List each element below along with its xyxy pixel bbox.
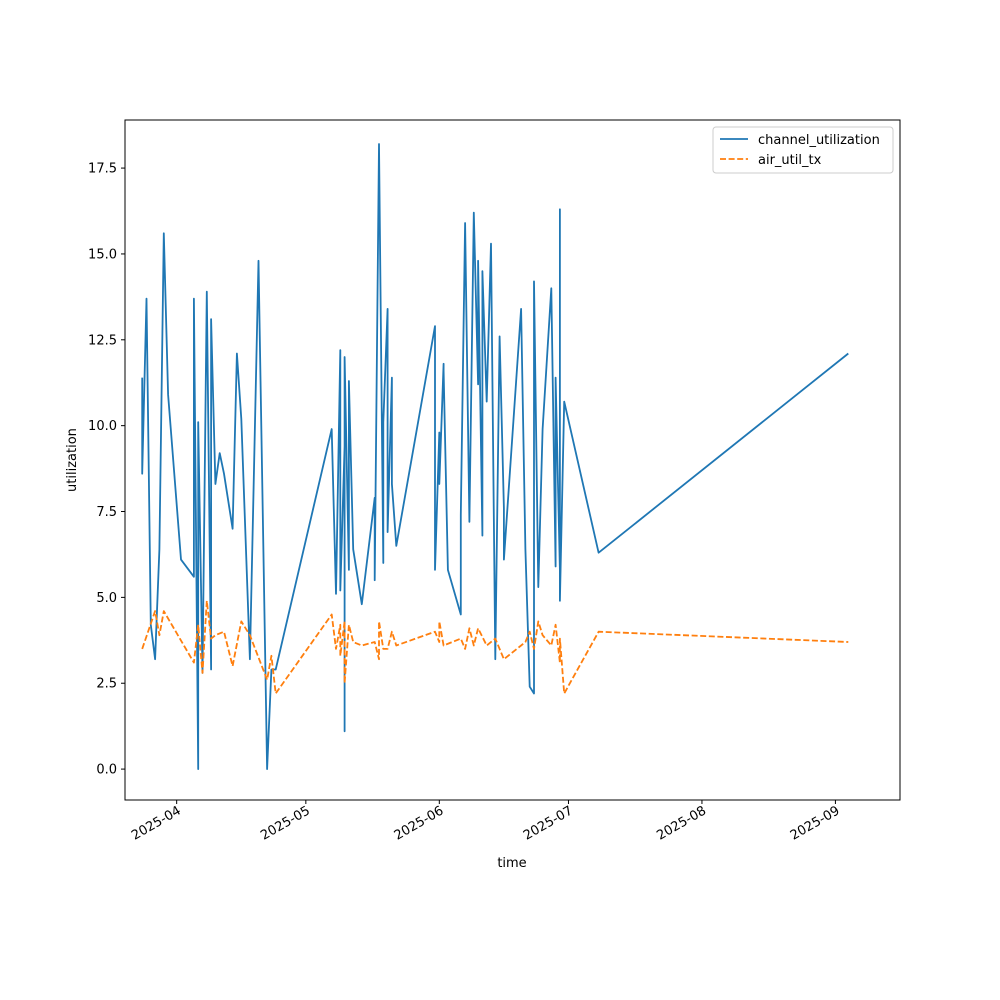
y-tick-label: 7.5 xyxy=(96,505,117,520)
y-axis-label: utilization xyxy=(65,428,80,492)
legend: channel_utilization air_util_tx xyxy=(712,126,894,174)
y-tick-label: 12.5 xyxy=(88,333,117,348)
y-tick-label: 0.0 xyxy=(96,763,117,778)
y-tick-label: 15.0 xyxy=(88,247,117,262)
y-tick-label: 10.0 xyxy=(88,419,117,434)
legend-box xyxy=(712,126,894,174)
x-axis-label: time xyxy=(497,856,526,871)
series-line-air-util-tx xyxy=(141,599,849,695)
y-axis: 0.0 2.5 5.0 7.5 10.0 12.5 15.0 17.5 xyxy=(88,162,125,778)
legend-label-air-util-tx: air_util_tx xyxy=(758,153,822,168)
plot-frame xyxy=(124,119,901,801)
series-layer xyxy=(141,143,849,770)
y-tick-label: 5.0 xyxy=(96,591,117,606)
series-line-channel-utilization xyxy=(141,143,849,770)
y-tick-label: 17.5 xyxy=(88,162,117,177)
y-tick-label: 2.5 xyxy=(96,677,117,692)
legend-label-channel-utilization: channel_utilization xyxy=(758,133,880,148)
